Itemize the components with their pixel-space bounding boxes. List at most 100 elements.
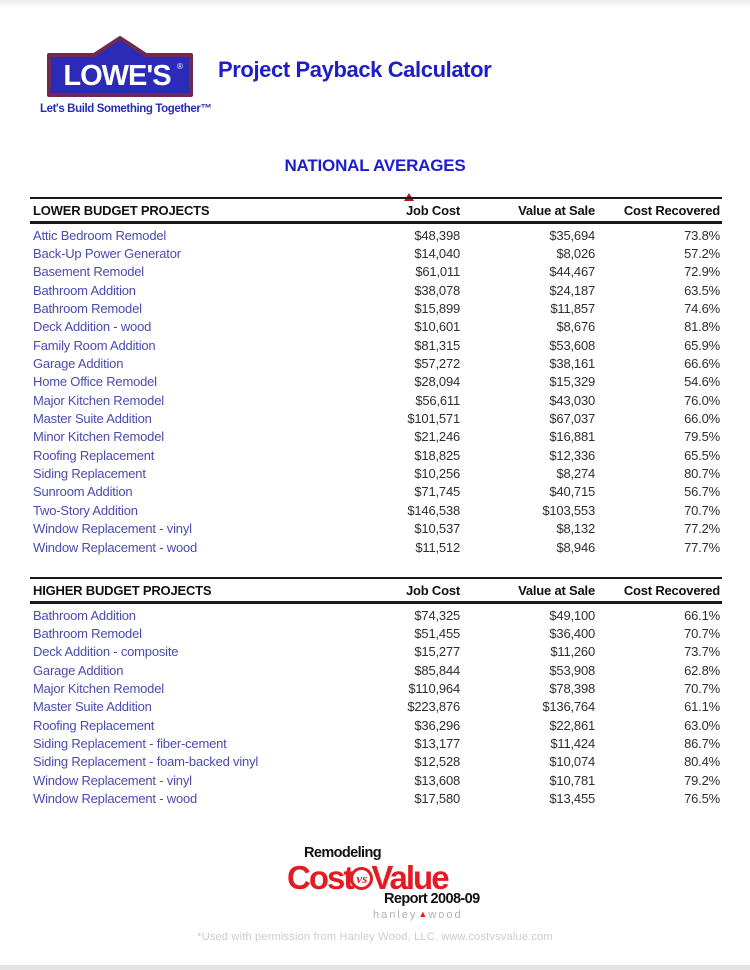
value-at-sale-value: $40,715: [549, 484, 595, 500]
project-name: Window Replacement - wood: [33, 539, 198, 555]
project-name: Siding Replacement - fiber-cement: [33, 736, 227, 752]
value-at-sale-value: $22,861: [549, 717, 595, 733]
table-row: Window Replacement - wood $11,512 $8,946…: [30, 538, 722, 556]
column-header-value-at-sale: Value at Sale: [518, 583, 595, 598]
value-at-sale-value: $53,608: [549, 337, 595, 353]
table-row: Roofing Replacement $36,296 $22,861 63.0…: [30, 716, 722, 734]
cost-recovered-value: 70.7%: [684, 502, 720, 518]
table-row: Two-Story Addition $146,538 $103,553 70.…: [30, 501, 722, 519]
project-name: Bathroom Remodel: [33, 301, 142, 317]
job-cost-value: $15,899: [414, 301, 460, 317]
job-cost-value: $36,296: [414, 717, 460, 733]
national-averages-title: NATIONAL AVERAGES: [284, 156, 466, 175]
value-at-sale-value: $24,187: [549, 282, 595, 298]
table-row: Sunroom Addition $71,745 $40,715 56.7%: [30, 483, 722, 501]
cost-recovered-value: 81.8%: [684, 319, 720, 335]
table-row: Bathroom Addition $38,078 $24,187 63.5%: [30, 281, 722, 299]
project-name: Roofing Replacement: [33, 717, 155, 733]
table-section-title: HIGHER BUDGET PROJECTS: [33, 583, 212, 598]
job-cost-value: $38,078: [414, 282, 460, 298]
cost-recovered-value: 57.2%: [684, 246, 720, 262]
table-row: Home Office Remodel $28,094 $15,329 54.6…: [30, 373, 722, 391]
project-name: Home Office Remodel: [33, 374, 157, 390]
table-header-row: LOWER BUDGET PROJECTS Job Cost Value at …: [30, 197, 722, 224]
project-name: Master Suite Addition: [33, 699, 152, 715]
table-row: Major Kitchen Remodel $110,964 $78,398 7…: [30, 679, 722, 697]
cost-recovered-value: 66.0%: [684, 411, 720, 427]
cost-recovered-value: 79.5%: [684, 429, 720, 445]
table-row: Deck Addition - wood $10,601 $8,676 81.8…: [30, 318, 722, 336]
value-at-sale-value: $8,946: [556, 539, 595, 555]
project-name: Major Kitchen Remodel: [33, 681, 164, 697]
column-header-value-at-sale: Value at Sale: [518, 203, 595, 218]
value-at-sale-value: $38,161: [549, 356, 595, 372]
table-row: Basement Remodel $61,011 $44,467 72.9%: [30, 263, 722, 281]
table-row: Deck Addition - composite $15,277 $11,26…: [30, 643, 722, 661]
job-cost-value: $223,876: [407, 699, 460, 715]
value-at-sale-value: $10,781: [549, 772, 595, 788]
cost-recovered-value: 80.4%: [684, 754, 720, 770]
cost-recovered-value: 74.6%: [684, 301, 720, 317]
job-cost-value: $13,177: [414, 736, 460, 752]
table-row: Window Replacement - wood $17,580 $13,45…: [30, 789, 722, 807]
project-name: Master Suite Addition: [33, 411, 152, 427]
project-name: Deck Addition - wood: [33, 319, 152, 335]
value-at-sale-value: $8,676: [556, 319, 595, 335]
table-header-row: HIGHER BUDGET PROJECTS Job Cost Value at…: [30, 577, 722, 604]
column-header-cost-recovered: Cost Recovered: [623, 203, 720, 218]
project-name: Family Room Addition: [33, 337, 156, 353]
project-name: Window Replacement - vinyl: [33, 772, 192, 788]
project-name: Siding Replacement: [33, 466, 146, 482]
job-cost-value: $10,256: [414, 466, 460, 482]
cost-recovered-value: 63.0%: [684, 717, 720, 733]
job-cost-value: $11,512: [415, 539, 460, 555]
project-name: Window Replacement - vinyl: [33, 521, 192, 537]
job-cost-value: $101,571: [407, 411, 460, 427]
cost-recovered-value: 61.1%: [684, 699, 720, 715]
cvv-vs-badge: vs: [350, 867, 374, 891]
value-at-sale-value: $15,329: [549, 374, 595, 390]
project-name: Siding Replacement - foam-backed vinyl: [33, 754, 259, 770]
cost-vs-value-logo: Remodeling Cost vs Value Report 2008-09 …: [287, 845, 487, 921]
table-row: Minor Kitchen Remodel $21,246 $16,881 79…: [30, 428, 722, 446]
table-row: Siding Replacement $10,256 $8,274 80.7%: [30, 464, 722, 482]
page-top-edge: [0, 0, 750, 7]
job-cost-value: $61,011: [415, 264, 460, 280]
job-cost-value: $21,246: [414, 429, 460, 445]
value-at-sale-value: $12,336: [549, 447, 595, 463]
project-name: Sunroom Addition: [33, 484, 133, 500]
value-at-sale-value: $8,274: [556, 466, 595, 482]
column-header-cost-recovered: Cost Recovered: [623, 583, 720, 598]
job-cost-value: $74,325: [414, 607, 460, 623]
value-at-sale-value: $13,455: [549, 791, 595, 807]
job-cost-value: $71,745: [414, 484, 460, 500]
cost-recovered-value: 86.7%: [684, 736, 720, 752]
cost-recovered-value: 65.5%: [684, 447, 720, 463]
job-cost-value: $48,398: [414, 227, 460, 243]
job-cost-value: $12,528: [414, 754, 460, 770]
value-at-sale-value: $136,764: [542, 699, 595, 715]
project-name: Basement Remodel: [33, 264, 144, 280]
table-row: Bathroom Remodel $15,899 $11,857 74.6%: [30, 299, 722, 317]
hanley-wood-triangle-icon: ▲: [418, 909, 428, 920]
value-at-sale-value: $10,074: [549, 754, 595, 770]
cvv-main-line: Cost vs Value: [287, 861, 487, 894]
table-row: Siding Replacement - fiber-cement $13,17…: [30, 734, 722, 752]
cvv-cost-label: Cost: [287, 859, 354, 897]
job-cost-value: $81,315: [414, 337, 460, 353]
value-at-sale-value: $11,857: [550, 301, 595, 317]
job-cost-value: $18,825: [414, 447, 460, 463]
column-header-job-cost: Job Cost: [405, 583, 460, 598]
cost-recovered-value: 70.7%: [684, 626, 720, 642]
table-row: Garage Addition $85,844 $53,908 62.8%: [30, 661, 722, 679]
lowes-house-icon: LOWE'S ®: [47, 36, 193, 97]
lowes-logo: LOWE'S ® Let's Build Something Together™: [40, 33, 212, 115]
project-name: Back-Up Power Generator: [33, 246, 181, 262]
table-row: Bathroom Remodel $51,455 $36,400 70.7%: [30, 624, 722, 642]
job-cost-value: $85,844: [414, 662, 460, 678]
cost-recovered-value: 70.7%: [684, 681, 720, 697]
cost-recovered-value: 54.6%: [684, 374, 720, 390]
higher-budget-table: HIGHER BUDGET PROJECTS Job Cost Value at…: [30, 577, 722, 808]
project-name: Two-Story Addition: [33, 502, 138, 518]
job-cost-value: $17,580: [414, 791, 460, 807]
